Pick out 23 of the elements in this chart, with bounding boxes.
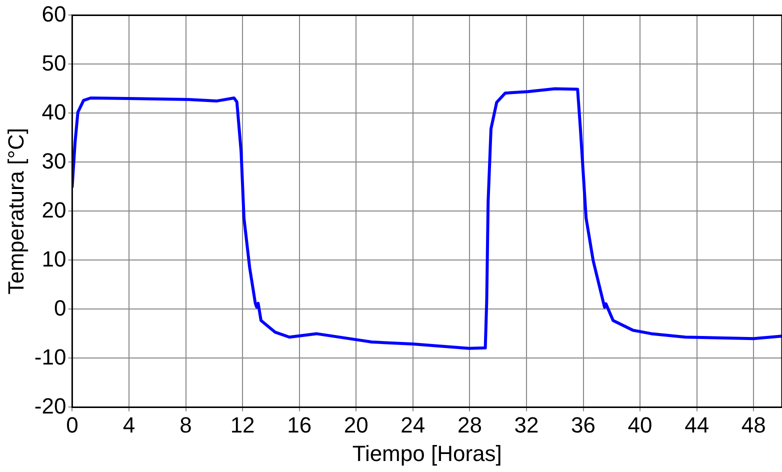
x-tick-label: 16: [287, 412, 312, 438]
x-tick-label: 36: [571, 412, 596, 438]
y-tick-label: 30: [42, 148, 66, 174]
y-axis-title: Temperatura [°C]: [3, 128, 28, 294]
y-tick-label: 20: [42, 197, 66, 222]
y-tick-label: -10: [34, 344, 66, 370]
x-tick-label: 44: [684, 412, 710, 438]
x-tick-label: 28: [457, 412, 482, 438]
y-tick-label: 0: [54, 295, 66, 320]
x-tick-label: 8: [180, 412, 192, 438]
x-tick-label: 20: [344, 412, 368, 438]
y-tick-label: 60: [42, 1, 66, 26]
x-tick-label: 24: [400, 412, 426, 438]
y-tick-label: -20: [34, 393, 66, 418]
y-tick-label: 10: [42, 246, 66, 272]
x-axis-title: Tiempo [Horas]: [352, 440, 502, 466]
x-tick-label: 4: [122, 412, 136, 438]
x-tick-label: 32: [514, 412, 539, 438]
x-tick-label: 48: [741, 412, 766, 438]
x-tick-label: 12: [230, 412, 255, 438]
x-tick-label: 40: [628, 412, 652, 438]
y-tick-label: 50: [42, 50, 66, 76]
y-tick-label: 40: [42, 99, 66, 124]
